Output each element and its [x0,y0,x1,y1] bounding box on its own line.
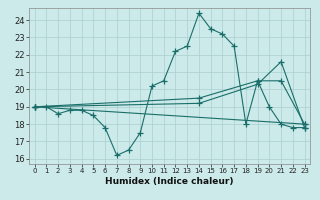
X-axis label: Humidex (Indice chaleur): Humidex (Indice chaleur) [105,177,234,186]
